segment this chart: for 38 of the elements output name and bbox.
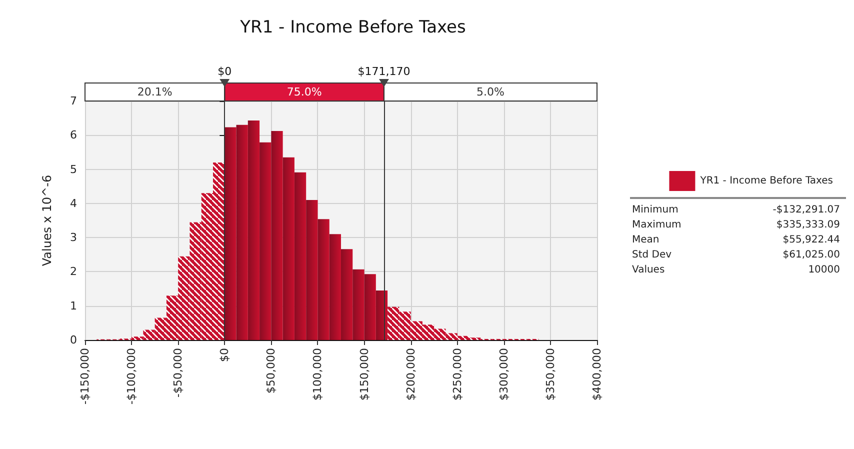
text: Mean bbox=[632, 234, 660, 246]
text: 5.0% bbox=[476, 86, 504, 98]
text: Values bbox=[632, 264, 665, 276]
chart-title: YR1 - Income Before Taxes bbox=[239, 18, 466, 38]
x-tick-label: $250,000 bbox=[450, 348, 464, 400]
x-tick-label: $0 bbox=[218, 348, 232, 362]
text: -$132,291.07 bbox=[772, 204, 840, 216]
text: Minimum bbox=[632, 204, 678, 216]
y-tick-label: 4 bbox=[70, 196, 77, 210]
text: $61,025.00 bbox=[782, 250, 840, 260]
x-tick-label: $50,000 bbox=[264, 348, 278, 394]
x-tick-label: -$50,000 bbox=[172, 348, 185, 398]
y-tick-label: 5 bbox=[70, 162, 77, 176]
text: $55,922.44 bbox=[782, 234, 840, 246]
legend-label: YR1 - Income Before Taxes bbox=[699, 176, 834, 186]
y-tick-label: 7 bbox=[70, 94, 77, 108]
text: 75.0% bbox=[286, 86, 322, 98]
ref-line-label: $171,170 bbox=[358, 65, 410, 78]
text: Maximum bbox=[632, 220, 682, 230]
x-tick-label: $100,000 bbox=[311, 348, 324, 400]
y-tick-label: 3 bbox=[70, 231, 77, 244]
x-tick-label: -$100,000 bbox=[125, 348, 138, 404]
y-axis-title: Values x 10^-6 bbox=[40, 174, 54, 266]
ref-line-label: $0 bbox=[218, 65, 232, 78]
y-tick-label: 6 bbox=[70, 128, 77, 142]
x-tick-label: $300,000 bbox=[497, 348, 510, 400]
text: $335,333.09 bbox=[776, 220, 840, 230]
y-tick-label: 1 bbox=[70, 299, 77, 312]
text: 10000 bbox=[808, 264, 840, 276]
text: Std Dev bbox=[632, 250, 672, 260]
y-tick-label: 2 bbox=[70, 265, 77, 278]
y-tick-label: 0 bbox=[70, 334, 77, 346]
x-tick-label: $400,000 bbox=[590, 348, 604, 400]
x-tick-label: $150,000 bbox=[358, 348, 371, 400]
x-tick-label: $350,000 bbox=[544, 348, 557, 400]
text: 20.1% bbox=[137, 86, 172, 98]
x-tick-label: $200,000 bbox=[404, 348, 418, 400]
x-tick-label: -$150,000 bbox=[78, 348, 92, 404]
